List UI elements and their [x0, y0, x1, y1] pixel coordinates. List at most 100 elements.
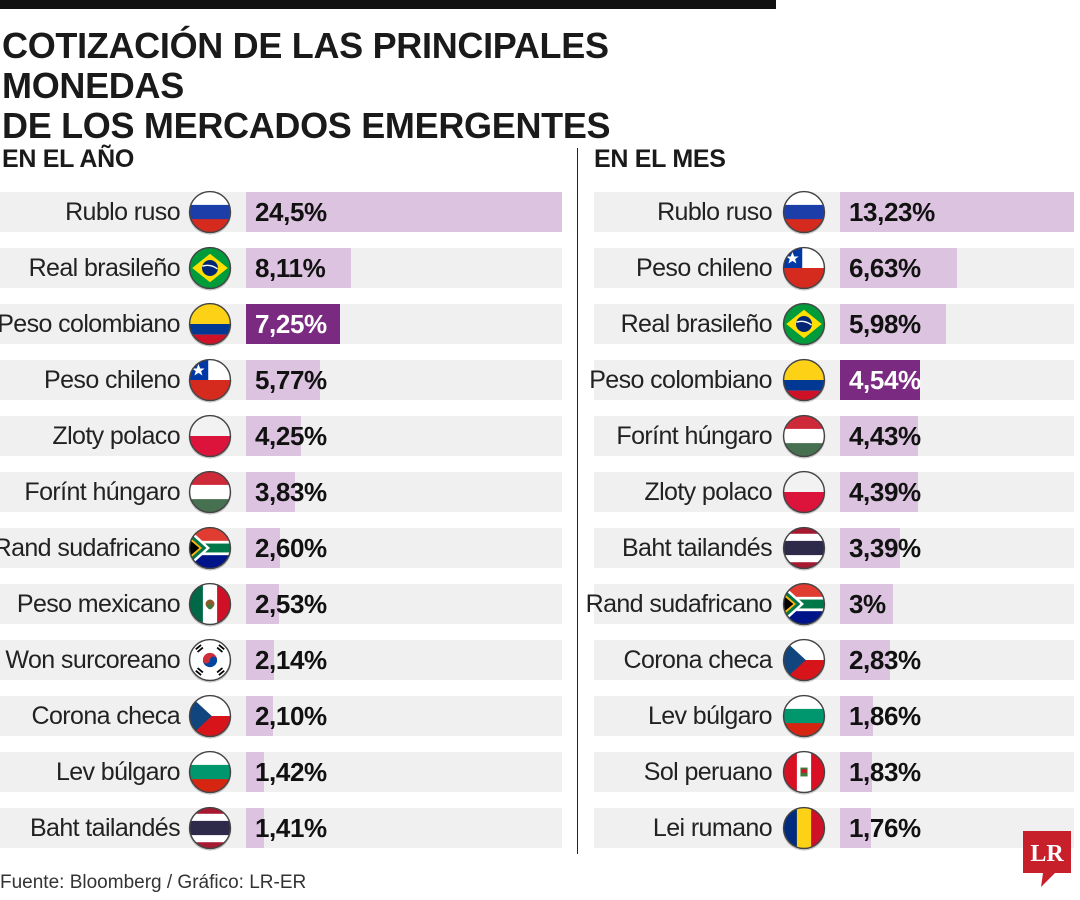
value-label: 2,53%	[255, 589, 327, 619]
top-rule	[0, 0, 776, 9]
currency-label: Peso colombiano	[0, 310, 181, 338]
currency-label: Baht tailandés	[29, 814, 181, 842]
poland-flag-icon	[188, 414, 232, 459]
row-background: Lev búlgaro	[594, 696, 1074, 736]
currency-label: Zloty polaco	[644, 478, 772, 506]
row-background: Rand sudafricano	[586, 584, 1074, 624]
value-bar	[246, 752, 265, 792]
currency-label: Lev búlgaro	[55, 758, 181, 786]
value-label: 3,83%	[255, 477, 327, 507]
value-label: 6,63%	[849, 253, 921, 283]
value-label: 1,86%	[849, 701, 921, 731]
value-bar	[840, 416, 919, 456]
row-background: Peso mexicano	[0, 584, 562, 624]
bulgaria-flag-icon	[782, 694, 826, 739]
lr-logo: LR	[1023, 831, 1071, 887]
currency-label: Peso mexicano	[16, 590, 181, 618]
currency-label: Rand sudafricano	[0, 534, 181, 562]
value-label: 2,10%	[255, 701, 327, 731]
value-bar	[246, 248, 351, 288]
brazil-flag-icon	[188, 246, 232, 291]
chart-title-line-1: COTIZACIÓN DE LAS PRINCIPALES MONEDAS	[2, 25, 609, 106]
currency-label: Corona checa	[31, 702, 181, 730]
row-background: Corona checa	[594, 640, 1074, 680]
value-bar	[840, 248, 958, 288]
currency-label: Rand sudafricano	[585, 590, 773, 618]
row-background: Rand sudafricano	[0, 528, 562, 568]
lr-logo-shape	[1023, 831, 1071, 887]
panel-divider	[577, 148, 578, 854]
source-note: Fuente: Bloomberg / Gráfico: LR-ER	[0, 872, 307, 893]
value-bar	[840, 696, 873, 736]
value-label: 4,54%	[849, 365, 921, 395]
value-label: 2,14%	[255, 645, 327, 675]
chile-flag-icon	[188, 358, 232, 403]
south-africa-flag-icon	[188, 526, 232, 571]
bulgaria-flag-icon	[188, 750, 232, 795]
currency-label: Rublo ruso	[65, 198, 181, 226]
currency-label: Lev búlgaro	[647, 702, 773, 730]
hungary-flag-icon	[782, 414, 826, 459]
russia-flag-icon	[782, 190, 826, 235]
chart-title: COTIZACIÓN DE LAS PRINCIPALES MONEDAS DE…	[2, 26, 782, 146]
row-background: Won surcoreano	[0, 640, 562, 680]
currency-label: Baht tailandés	[621, 534, 773, 562]
value-bar	[246, 472, 296, 512]
value-bar	[246, 584, 279, 624]
value-bar	[246, 360, 321, 400]
value-label: 1,42%	[255, 757, 327, 787]
value-label: 4,39%	[849, 477, 921, 507]
currency-label: Peso colombiano	[589, 366, 772, 394]
row-background: Lei rumano	[594, 808, 1074, 848]
value-label: 13,23%	[849, 197, 935, 227]
hungary-flag-icon	[188, 470, 232, 515]
thailand-flag-icon	[782, 526, 826, 571]
value-label: 8,11%	[255, 253, 326, 283]
currency-label: Peso chileno	[636, 254, 773, 282]
colombia-flag-icon	[782, 358, 826, 403]
row-background: Baht tailandés	[594, 528, 1074, 568]
value-bar	[840, 472, 918, 512]
chile-flag-icon	[782, 246, 826, 291]
value-label: 4,43%	[849, 421, 921, 451]
value-bar	[246, 640, 274, 680]
row-background: Sol peruano	[594, 752, 1074, 792]
currency-label: Real brasileño	[28, 254, 181, 282]
row-background: Baht tailandés	[0, 808, 562, 848]
currency-label: Rublo ruso	[657, 198, 773, 226]
row-background: Lev búlgaro	[0, 752, 562, 792]
row-background: Real brasileño	[594, 304, 1074, 344]
value-label: 2,83%	[849, 645, 921, 675]
value-bar	[840, 752, 873, 792]
currency-label: Zloty polaco	[52, 422, 180, 450]
chart-title-line-2: DE LOS MERCADOS EMERGENTES	[2, 105, 611, 146]
value-label: 2,60%	[255, 533, 327, 563]
mexico-flag-icon	[188, 582, 232, 627]
row-background: Zloty polaco	[594, 472, 1074, 512]
south-africa-flag-icon	[782, 582, 826, 627]
value-label: 4,25%	[255, 421, 327, 451]
value-bar	[840, 640, 891, 680]
row-background: Corona checa	[0, 696, 562, 736]
value-label: 3,39%	[849, 533, 921, 563]
value-label: 1,41%	[255, 813, 327, 843]
value-bar	[246, 416, 301, 456]
colombia-flag-icon	[188, 302, 232, 347]
currency-label: Lei rumano	[652, 814, 773, 842]
currency-label: Sol peruano	[643, 758, 773, 786]
value-bar	[840, 192, 1074, 232]
czech-flag-icon	[188, 694, 232, 739]
highlight-bar	[840, 360, 921, 400]
peru-flag-icon	[782, 750, 826, 795]
russia-flag-icon	[188, 190, 232, 235]
value-label: 5,98%	[849, 309, 921, 339]
currency-label: Won surcoreano	[5, 646, 180, 674]
currency-label: Peso chileno	[44, 366, 181, 394]
currency-label: Corona checa	[623, 646, 773, 674]
value-bar	[246, 192, 562, 232]
brazil-flag-icon	[782, 302, 826, 347]
panel-title-month: EN EL MES	[594, 145, 726, 173]
value-label: 1,83%	[849, 757, 921, 787]
highlight-bar	[246, 304, 340, 344]
value-label: 3%	[849, 589, 886, 619]
